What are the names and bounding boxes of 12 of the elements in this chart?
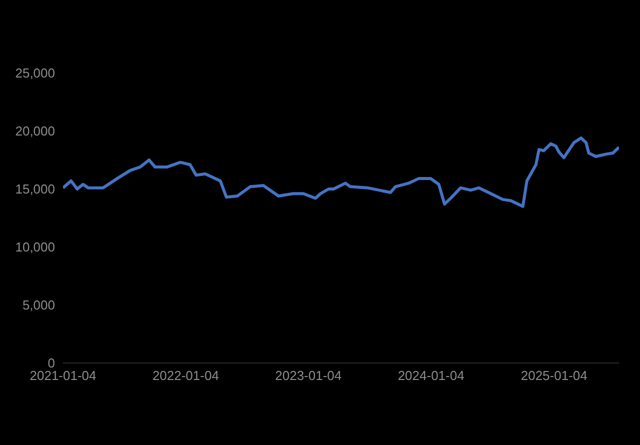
y-tick-label: 10,000 bbox=[15, 240, 55, 255]
y-tick-label: 0 bbox=[48, 356, 55, 371]
x-tick-label: 2023-01-04 bbox=[275, 368, 342, 384]
y-tick-label: 20,000 bbox=[15, 124, 55, 139]
line-series bbox=[63, 136, 619, 208]
y-tick-label: 5,000 bbox=[22, 298, 55, 313]
x-tick-label: 2024-01-04 bbox=[398, 368, 464, 384]
x-tick-label: 2022-01-04 bbox=[152, 368, 219, 384]
y-tick-label: 25,000 bbox=[15, 66, 55, 81]
x-tick-label: 2025-01-04 bbox=[520, 368, 588, 384]
y-tick-label: 15,000 bbox=[15, 182, 55, 197]
x-tick-label: 2021-01-04 bbox=[30, 368, 96, 384]
